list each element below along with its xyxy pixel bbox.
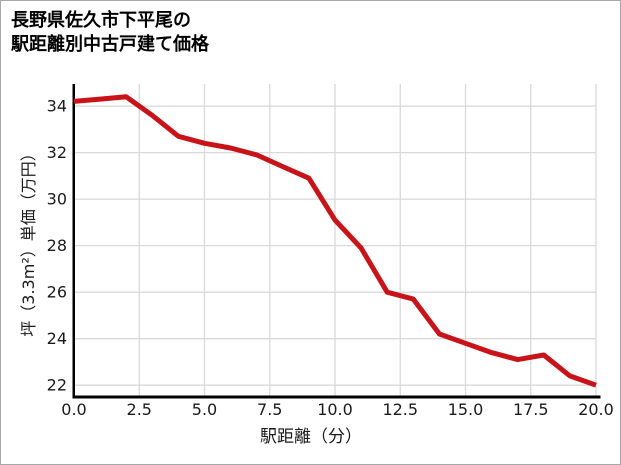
y-tick-label: 26: [47, 283, 67, 302]
x-tick-label: 7.5: [257, 400, 282, 419]
gridlines: [75, 84, 597, 396]
y-axis-spine: [72, 84, 75, 398]
y-tick-label: 24: [47, 329, 67, 348]
x-axis-title: 駅距離（分）: [260, 427, 362, 447]
y-tick-label: 32: [47, 143, 67, 162]
y-tick-label: 28: [47, 236, 67, 255]
axis-spines: [72, 84, 601, 399]
x-tick-label: 20.0: [578, 400, 614, 419]
y-tick-labels: 22 24 26 28 30 32 34: [47, 97, 67, 395]
y-tick-label: 22: [47, 376, 67, 395]
y-tick-label: 34: [47, 97, 67, 116]
x-tick-label: 17.5: [513, 400, 549, 419]
x-tick-label: 0.0: [61, 400, 86, 419]
x-axis-spine: [72, 395, 601, 399]
x-tick-label: 2.5: [127, 400, 152, 419]
x-tick-labels: 0.0 2.5 5.0 7.5 10.0 12.5 15.0 17.5 20.0: [61, 400, 614, 419]
chart-title-line1: 長野県佐久市下平尾の: [11, 10, 191, 31]
chart-title-line2: 駅距離別中古戸建て価格: [11, 34, 209, 55]
x-tick-label: 15.0: [448, 400, 484, 419]
x-tick-label: 10.0: [317, 400, 353, 419]
price-line: [73, 94, 597, 388]
x-tick-label: 5.0: [192, 400, 217, 419]
chart-title: 長野県佐久市下平尾の 駅距離別中古戸建て価格: [11, 9, 209, 57]
y-tick-label: 30: [47, 190, 67, 209]
y-axis-title: 坪（3.3m²）単価（万円）: [19, 145, 38, 336]
x-tick-label: 12.5: [382, 400, 418, 419]
